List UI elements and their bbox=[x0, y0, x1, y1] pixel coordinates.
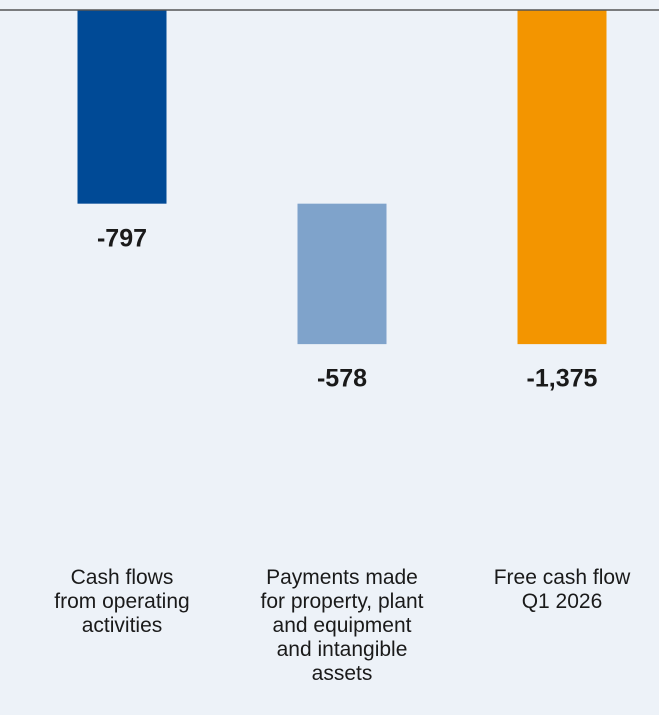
value-label: -578 bbox=[317, 365, 367, 393]
bar bbox=[517, 10, 607, 345]
category-label: Cash flows from operating activities bbox=[54, 566, 190, 637]
category-label: Free cash flow Q1 2026 bbox=[493, 566, 631, 613]
category-label: Payments made for property, plant and eq… bbox=[260, 566, 424, 685]
value-label: -797 bbox=[97, 224, 147, 252]
value-label: -1,375 bbox=[527, 365, 598, 393]
bar bbox=[77, 10, 167, 204]
bar bbox=[297, 203, 387, 345]
